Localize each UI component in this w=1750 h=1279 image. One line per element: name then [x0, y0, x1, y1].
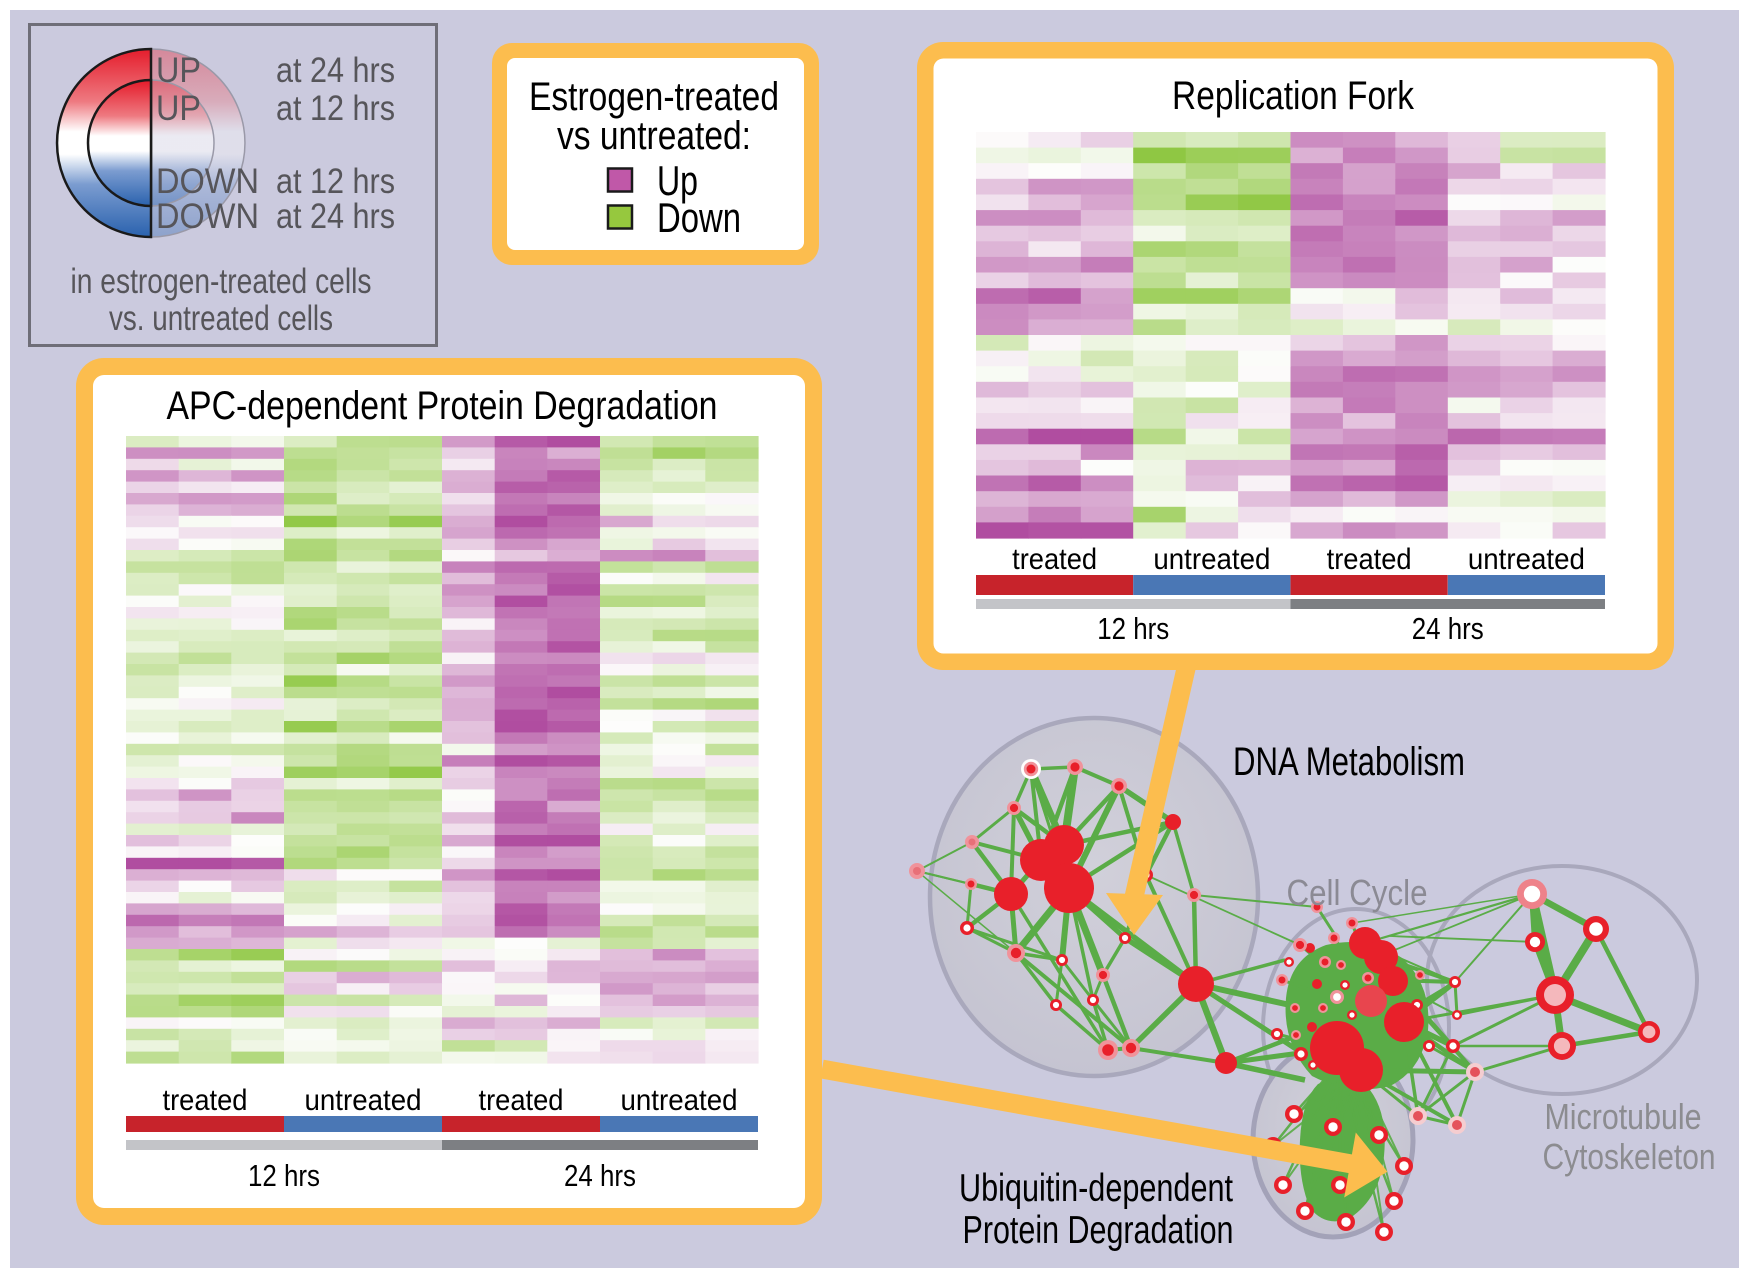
- svg-text:Microtubule: Microtubule: [1545, 1096, 1702, 1137]
- svg-text:at 12 hrs: at 12 hrs: [276, 162, 395, 201]
- svg-text:Protein Degradation: Protein Degradation: [963, 1209, 1234, 1252]
- svg-text:vs untreated:: vs untreated:: [557, 114, 751, 158]
- svg-text:vs. untreated cells: vs. untreated cells: [109, 299, 333, 338]
- svg-text:untreated: untreated: [1468, 543, 1585, 576]
- svg-text:Estrogen-treated: Estrogen-treated: [529, 75, 779, 119]
- svg-text:treated: treated: [479, 1084, 564, 1117]
- svg-text:Ubiquitin-dependent: Ubiquitin-dependent: [959, 1167, 1233, 1210]
- svg-text:Up: Up: [657, 157, 698, 204]
- svg-text:12 hrs: 12 hrs: [1097, 611, 1169, 646]
- svg-text:treated: treated: [1327, 543, 1412, 576]
- svg-text:DNA Metabolism: DNA Metabolism: [1233, 740, 1465, 784]
- svg-text:in estrogen-treated cells: in estrogen-treated cells: [71, 262, 372, 301]
- svg-text:APC-dependent Protein Degradat: APC-dependent Protein Degradation: [167, 384, 718, 428]
- svg-text:Cell Cycle: Cell Cycle: [1287, 872, 1428, 913]
- svg-text:treated: treated: [1012, 543, 1097, 576]
- svg-text:24 hrs: 24 hrs: [1412, 611, 1484, 646]
- svg-text:untreated: untreated: [305, 1084, 422, 1117]
- svg-text:at 24 hrs: at 24 hrs: [276, 51, 395, 90]
- svg-text:Down: Down: [657, 194, 741, 241]
- svg-text:24 hrs: 24 hrs: [564, 1158, 636, 1193]
- svg-text:DOWN: DOWN: [156, 197, 259, 236]
- svg-text:UP: UP: [156, 89, 201, 128]
- svg-text:UP: UP: [156, 51, 201, 90]
- svg-text:Replication Fork: Replication Fork: [1172, 74, 1415, 118]
- svg-text:at 24 hrs: at 24 hrs: [276, 197, 395, 236]
- svg-text:untreated: untreated: [1153, 543, 1270, 576]
- svg-text:treated: treated: [163, 1084, 248, 1117]
- svg-text:at 12 hrs: at 12 hrs: [276, 89, 395, 128]
- svg-text:DOWN: DOWN: [156, 162, 259, 201]
- svg-text:Cytoskeleton: Cytoskeleton: [1543, 1136, 1716, 1177]
- svg-text:12 hrs: 12 hrs: [248, 1158, 320, 1193]
- svg-text:untreated: untreated: [621, 1084, 738, 1117]
